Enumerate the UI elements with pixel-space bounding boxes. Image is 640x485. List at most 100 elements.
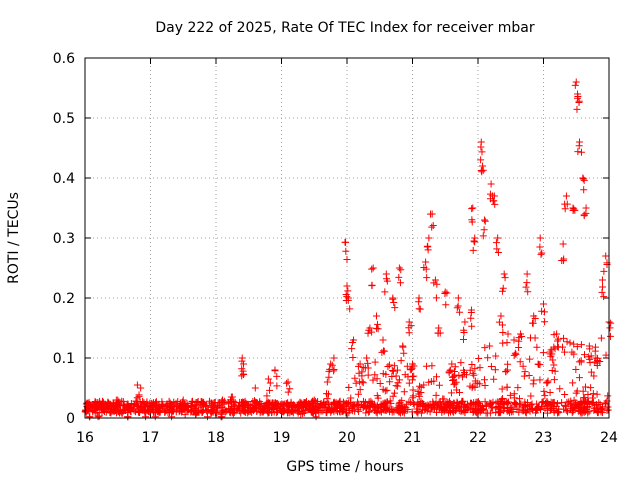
data-point bbox=[429, 222, 437, 230]
noise-point bbox=[569, 407, 577, 415]
noise-point bbox=[356, 386, 364, 394]
noise-point bbox=[405, 398, 413, 406]
noise-point bbox=[589, 390, 597, 398]
noise-point bbox=[520, 372, 528, 380]
data-point bbox=[139, 398, 147, 406]
data-point bbox=[607, 319, 615, 327]
data-point bbox=[266, 386, 274, 394]
data-point bbox=[573, 105, 581, 113]
noise-point bbox=[541, 392, 549, 400]
noise-point bbox=[457, 407, 465, 415]
noise-point bbox=[470, 371, 478, 379]
data-point bbox=[523, 279, 531, 287]
data-point bbox=[391, 304, 399, 312]
data-point bbox=[167, 403, 175, 411]
data-point bbox=[510, 336, 518, 344]
data-point bbox=[574, 90, 582, 98]
noise-point bbox=[506, 391, 514, 399]
noise-point bbox=[543, 406, 551, 414]
data-point bbox=[424, 246, 432, 254]
data-point bbox=[477, 156, 485, 164]
noise-point bbox=[529, 380, 537, 388]
data-point bbox=[325, 373, 333, 381]
noise-point bbox=[365, 408, 373, 416]
noise-point bbox=[461, 409, 469, 417]
data-point bbox=[229, 410, 237, 418]
noise-point bbox=[347, 399, 355, 407]
noise-point bbox=[339, 398, 347, 406]
data-point bbox=[240, 371, 248, 379]
noise-point bbox=[570, 340, 578, 348]
data-point bbox=[448, 360, 456, 368]
noise-point bbox=[354, 406, 362, 414]
data-point bbox=[547, 352, 555, 360]
data-point bbox=[600, 293, 608, 301]
data-point bbox=[441, 289, 449, 297]
data-point bbox=[395, 264, 403, 272]
data-point bbox=[551, 345, 559, 353]
noise-point bbox=[579, 387, 587, 395]
noise-point bbox=[544, 377, 552, 385]
noise-point bbox=[382, 370, 390, 378]
data-point bbox=[166, 399, 174, 407]
data-point bbox=[408, 372, 416, 380]
noise-point bbox=[89, 408, 97, 416]
data-point bbox=[435, 324, 443, 332]
noise-point bbox=[590, 404, 598, 412]
data-point bbox=[500, 270, 508, 278]
data-point bbox=[142, 413, 150, 421]
data-point bbox=[368, 281, 376, 289]
noise-point bbox=[440, 395, 448, 403]
data-point bbox=[481, 216, 489, 224]
noise-point bbox=[597, 334, 605, 342]
noise-point bbox=[419, 400, 427, 408]
data-point bbox=[431, 276, 439, 284]
data-point bbox=[577, 148, 585, 156]
noise-point bbox=[218, 397, 226, 405]
data-point bbox=[574, 148, 582, 156]
noise-point bbox=[309, 406, 317, 414]
data-point bbox=[538, 249, 546, 257]
noise-point bbox=[563, 406, 571, 414]
data-point bbox=[501, 274, 509, 282]
noise-point bbox=[162, 402, 170, 410]
data-point bbox=[512, 350, 520, 358]
data-point bbox=[219, 396, 227, 404]
noise-point bbox=[578, 404, 586, 412]
data-point bbox=[343, 256, 351, 264]
data-point bbox=[383, 277, 391, 285]
noise-point bbox=[327, 407, 335, 415]
noise-point bbox=[472, 402, 480, 410]
noise-point bbox=[457, 359, 465, 367]
noise-point bbox=[354, 390, 362, 398]
noise-point bbox=[86, 402, 94, 410]
noise-point bbox=[481, 398, 489, 406]
data-point bbox=[477, 166, 485, 174]
noise-point bbox=[539, 349, 547, 357]
data-point bbox=[218, 413, 226, 421]
data-point bbox=[477, 143, 485, 151]
data-point bbox=[133, 381, 141, 389]
noise-point bbox=[580, 407, 588, 415]
noise-point bbox=[396, 402, 404, 410]
noise-point bbox=[569, 379, 577, 387]
data-point bbox=[252, 399, 260, 407]
data-point bbox=[181, 411, 189, 419]
noise-point bbox=[577, 357, 585, 365]
noise-point bbox=[317, 407, 325, 415]
noise-point bbox=[475, 354, 483, 362]
noise-point bbox=[381, 387, 389, 395]
y-tick-label: 0.1 bbox=[53, 351, 75, 367]
noise-point bbox=[525, 372, 533, 380]
data-point bbox=[433, 280, 441, 288]
noise-point bbox=[564, 408, 572, 416]
noise-point bbox=[445, 409, 453, 417]
noise-point bbox=[373, 401, 381, 409]
data-point bbox=[124, 404, 132, 412]
data-point bbox=[205, 397, 213, 405]
data-point bbox=[342, 296, 350, 304]
noise-point bbox=[581, 383, 589, 391]
data-point bbox=[478, 148, 486, 156]
data-point bbox=[390, 299, 398, 307]
